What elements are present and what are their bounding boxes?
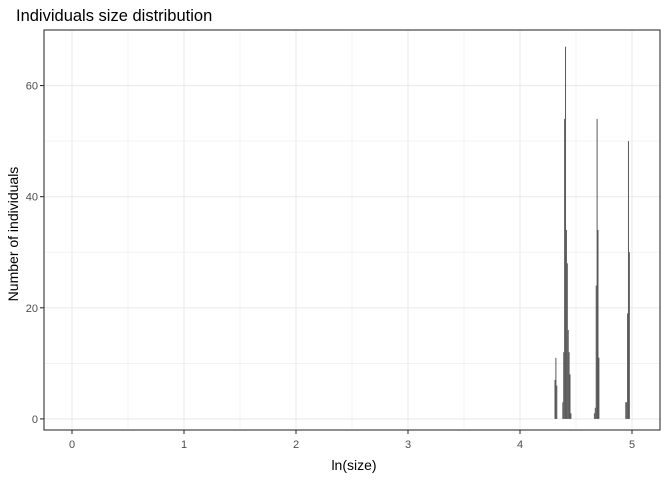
histogram-bar — [627, 141, 629, 419]
histogram-bar — [627, 313, 629, 419]
histogram-bar — [595, 285, 597, 419]
y-axis: 0 20 40 60 — [26, 81, 44, 426]
histogram-bar — [569, 374, 571, 419]
y-axis-label: Number of individuals — [5, 167, 21, 302]
histogram-bar — [567, 330, 569, 419]
x-axis: 0 1 2 3 4 5 — [69, 430, 635, 451]
major-gridlines — [44, 30, 660, 430]
histogram-bar — [563, 352, 565, 419]
histogram-bar — [568, 352, 570, 419]
x-tick-label: 1 — [181, 439, 187, 451]
y-tick-label: 60 — [26, 81, 38, 93]
histogram-bar — [598, 357, 600, 419]
histogram-bar — [566, 263, 568, 419]
histogram-bar — [565, 46, 567, 419]
x-tick-label: 0 — [69, 439, 75, 451]
x-tick-label: 2 — [293, 439, 299, 451]
panel-frame — [43, 29, 661, 431]
y-tick-label: 20 — [26, 303, 38, 315]
histogram-bar — [556, 385, 558, 419]
histogram-bar — [626, 402, 628, 419]
x-tick-label: 5 — [629, 439, 635, 451]
y-tick-label: 40 — [26, 192, 38, 204]
histogram-bar — [565, 230, 567, 419]
histogram-bar — [593, 413, 595, 419]
panel-border — [43, 29, 661, 431]
x-tick-label: 3 — [405, 439, 411, 451]
minor-gridlines — [44, 30, 660, 430]
y-tick-label: 0 — [32, 414, 38, 426]
histogram-bar — [554, 380, 556, 419]
x-tick-label: 4 — [517, 439, 523, 451]
histogram-bar — [625, 402, 627, 419]
histogram-bar — [597, 230, 599, 419]
histogram-bar — [628, 252, 630, 419]
chart-title: Individuals size distribution — [16, 7, 212, 25]
histogram-bar — [570, 413, 572, 419]
histogram-bar — [564, 118, 566, 419]
histogram-bar — [562, 402, 564, 419]
histogram-bars — [554, 46, 630, 419]
x-axis-label: ln(size) — [331, 457, 376, 473]
histogram-bar — [555, 357, 557, 419]
histogram-bar — [594, 407, 596, 419]
histogram-bar — [596, 118, 598, 419]
